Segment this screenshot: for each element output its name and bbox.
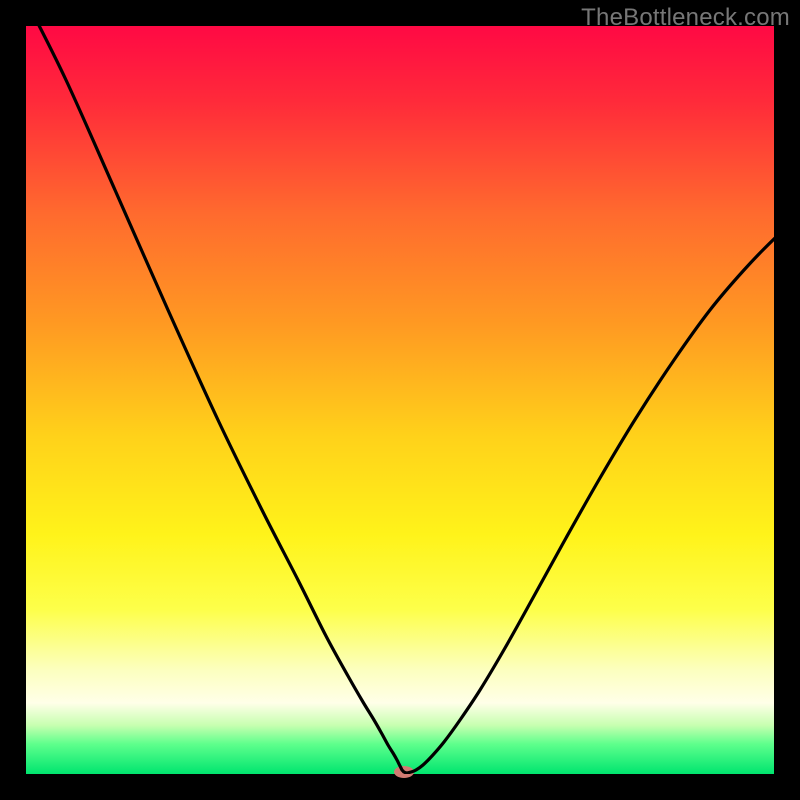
chart-plot-area <box>26 26 774 774</box>
chart-container: TheBottleneck.com <box>0 0 800 800</box>
bottleneck-curve-chart <box>0 0 800 800</box>
watermark-text: TheBottleneck.com <box>581 4 790 32</box>
